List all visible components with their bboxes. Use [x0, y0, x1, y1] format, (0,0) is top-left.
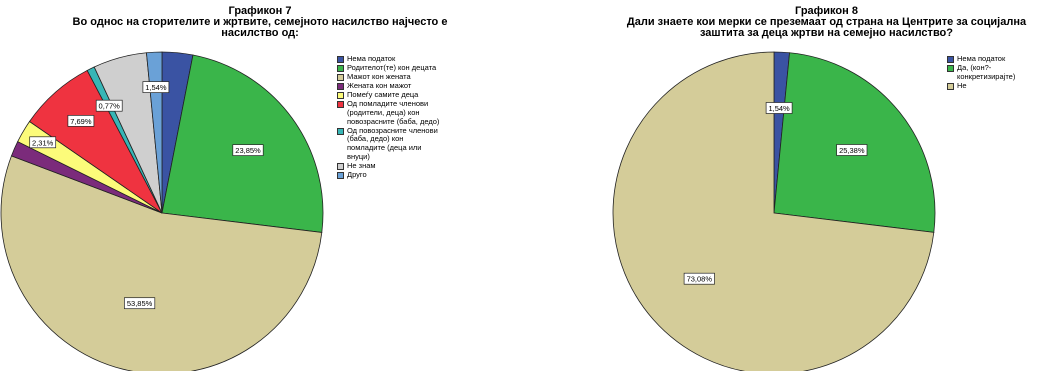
data-label: 1,54% — [765, 102, 793, 114]
legend-label: Родителот(те) кон децата — [347, 63, 437, 73]
data-label-text: 73,08% — [687, 275, 713, 284]
legend-swatch — [337, 56, 344, 63]
pie-chart-7: 23,85% 53,85% 2,31% 7,69% 0,77% 1,54% — [0, 51, 324, 371]
pie-slice — [612, 51, 935, 371]
data-label-text: 25,38% — [839, 146, 865, 155]
legend-item: Друго — [337, 169, 472, 180]
pie-slice — [773, 52, 936, 233]
data-label-box — [95, 99, 123, 112]
legend-item: Нема податок — [337, 54, 472, 64]
data-label-box — [765, 102, 793, 114]
legend-item: Нема податок — [947, 54, 1051, 64]
data-label: 73,08% — [683, 272, 715, 285]
pie-slice — [0, 155, 323, 371]
chart-title-line: насилство од: — [221, 27, 299, 39]
legend-swatch — [337, 162, 344, 170]
legend-swatch — [337, 92, 344, 100]
legend-swatch — [337, 101, 344, 109]
legend-item: Да, (кон?- конкретизирајте) — [947, 63, 1051, 81]
data-label-text: 0,77% — [99, 102, 121, 111]
legend-swatch — [337, 65, 344, 73]
chart-title-line: Графикон 7 — [228, 5, 292, 17]
data-label: 25,38% — [836, 144, 868, 156]
data-label: 23,85% — [232, 144, 264, 156]
legend-label: Нема податок — [347, 54, 396, 63]
legend-label: Од повозрасните членови (баба, дедо) кон… — [347, 125, 438, 161]
data-label-text: 1,54% — [145, 83, 167, 92]
legend-label: Друго — [347, 169, 367, 179]
data-label-box — [29, 136, 57, 149]
data-label: 53,85% — [124, 297, 156, 310]
legend-label: Не знам — [347, 160, 376, 170]
data-label-box — [67, 115, 95, 127]
legend-item: Не знам — [337, 160, 472, 171]
legend-label: Не — [957, 80, 967, 90]
chart-title-line: Дали знаете кои мерки се преземаат од ст… — [626, 16, 1027, 28]
legend-swatch — [337, 74, 344, 82]
legend-item: Мажот кон жената — [337, 72, 472, 82]
pie-chart-8: 1,54% 25,38% 73,08% — [612, 51, 936, 371]
data-label-box — [232, 144, 264, 156]
chart-panel-8: 1,54% 25,38% 73,08% Графикон 8 Дали знаете… — [600, 0, 1053, 371]
chart-title-7: Графикон 7 Во однос на сторителите и жрт… — [0, 6, 520, 39]
legend-8: Нема податок Да, (кон?- конкретизирајте) Н… — [947, 54, 1051, 91]
chart-title-line: Графикон 8 — [795, 5, 858, 17]
legend-label: Мажот кон жената — [347, 72, 411, 82]
legend-label: Нема податок — [957, 54, 1006, 63]
data-label-box — [142, 81, 170, 93]
data-label-text: 7,69% — [70, 117, 92, 126]
chart-title-line: заштита за деца жртви на семејно насилст… — [699, 27, 953, 39]
legend-swatch — [947, 65, 954, 73]
data-label: 2,31% — [29, 136, 57, 149]
legend-label: Жената кон мажот — [347, 81, 412, 91]
data-label-text: 53,85% — [127, 299, 153, 308]
legend-swatch — [337, 171, 344, 179]
legend-swatch — [337, 83, 344, 91]
data-label-text: 23,85% — [235, 146, 261, 155]
data-label-box — [836, 144, 868, 156]
data-label-box — [124, 297, 156, 310]
legend-item: Жената кон мажот — [337, 81, 472, 91]
data-label-text: 2,31% — [32, 138, 54, 147]
legend-item: Родителот(те) кон децата — [337, 63, 472, 73]
legend-item: Не — [947, 80, 1051, 91]
legend-label: Од помладите членови (родители, деца) ко… — [347, 99, 440, 126]
chart-panel-7: 23,85% 53,85% 2,31% 7,69% 0,77% 1,54% Графико… — [0, 0, 520, 371]
data-label: 1,54% — [142, 81, 170, 93]
legend-swatch — [947, 82, 954, 90]
data-label-box — [683, 272, 715, 285]
legend-label: Да, (кон?- конкретизирајте) — [957, 63, 1016, 81]
pie-slice — [161, 54, 324, 233]
legend-swatch — [947, 56, 954, 63]
legend-item: Помеѓу самите деца — [337, 91, 472, 100]
legend-item: Од повозрасните членови (баба, дедо) кон… — [337, 125, 472, 161]
chart-title-8: Графикон 8 Дали знаете кои мерки се през… — [600, 6, 1053, 39]
legend-swatch — [337, 127, 344, 135]
legend-7: Нема податок Родителот(те) кон децата Мажо… — [337, 54, 472, 180]
data-label-text: 1,54% — [768, 104, 790, 113]
data-label: 0,77% — [95, 99, 123, 112]
legend-label: Помеѓу самите деца — [347, 90, 419, 100]
data-label: 7,69% — [67, 115, 95, 127]
legend-item: Од помладите членови (родители, деца) ко… — [337, 100, 472, 126]
chart-title-line: Во однос на сторителите и жртвите, семеј… — [72, 16, 448, 28]
